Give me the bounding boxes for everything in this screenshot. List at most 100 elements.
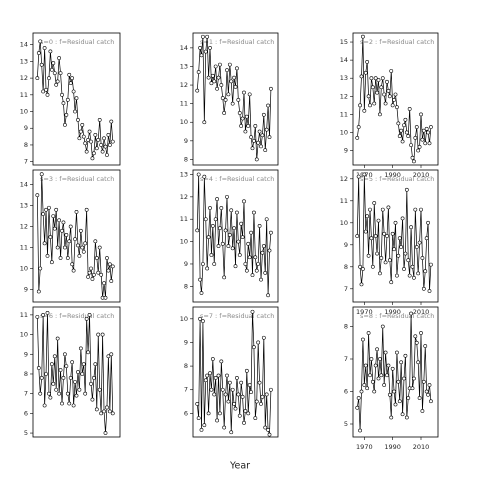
y-tick-label: 10: [180, 315, 188, 323]
panel-title: s=5 : f=Residual catch: [360, 175, 434, 183]
point: [215, 86, 219, 91]
point: [233, 406, 238, 411]
point: [423, 269, 428, 274]
point: [51, 381, 56, 386]
point: [257, 224, 262, 228]
point: [47, 391, 51, 396]
y-tick-label: 9: [344, 147, 348, 155]
panel-frame: [352, 32, 439, 166]
panel-frame: [32, 169, 121, 303]
point: [227, 232, 232, 237]
point: [195, 402, 200, 406]
point: [385, 234, 389, 238]
y-tick-label: 11: [340, 197, 348, 205]
point: [41, 212, 46, 216]
point: [222, 425, 227, 430]
point: [396, 121, 401, 126]
panel-frame: [192, 32, 279, 166]
y-tick-label: 6: [184, 409, 188, 417]
point: [355, 234, 360, 238]
point: [103, 144, 108, 149]
point: [256, 262, 261, 266]
point: [212, 262, 217, 266]
point: [86, 350, 91, 355]
point: [93, 133, 98, 137]
point: [230, 101, 235, 106]
point: [90, 156, 95, 161]
point: [96, 270, 101, 275]
point: [385, 79, 389, 84]
point: [39, 376, 44, 380]
point: [399, 245, 404, 249]
point: [363, 70, 368, 75]
point: [382, 231, 387, 236]
point: [226, 399, 231, 404]
point: [420, 256, 425, 260]
point: [365, 214, 370, 219]
point: [93, 239, 98, 244]
point: [242, 199, 246, 204]
point: [380, 207, 385, 212]
y-tick-label: 11: [180, 100, 188, 108]
point: [387, 94, 392, 99]
point: [97, 387, 102, 392]
point: [246, 411, 251, 416]
point: [366, 331, 371, 335]
point: [402, 267, 406, 271]
point: [252, 210, 256, 215]
point: [375, 251, 379, 256]
point: [96, 138, 101, 142]
point: [355, 405, 360, 410]
point: [230, 246, 235, 251]
point: [359, 74, 364, 79]
point: [109, 119, 114, 124]
point: [263, 148, 268, 153]
y-tick-label: 11: [20, 91, 28, 99]
point: [49, 362, 54, 367]
point: [71, 268, 76, 273]
point: [242, 420, 246, 425]
point: [99, 411, 104, 416]
point: [266, 293, 270, 298]
point: [252, 345, 256, 350]
point: [203, 49, 208, 54]
panel-title: s=7 : f=Residual catch: [200, 312, 274, 320]
point: [61, 376, 66, 380]
point: [103, 431, 108, 435]
point: [209, 81, 214, 86]
y-tick-label: 14: [20, 41, 28, 49]
point: [64, 364, 69, 368]
x-tick-label: 2010: [413, 171, 430, 179]
y-tick-label: 5: [344, 420, 348, 428]
point: [362, 383, 367, 387]
x-tick-label: 1990: [384, 171, 401, 179]
point: [225, 194, 229, 199]
point: [77, 254, 82, 258]
point: [269, 86, 273, 91]
y-tick-label: 10: [180, 118, 188, 126]
point: [413, 135, 418, 140]
point: [395, 105, 399, 110]
point: [38, 39, 43, 44]
point: [196, 70, 201, 74]
series-line: [356, 313, 432, 431]
point: [424, 389, 429, 394]
point: [100, 332, 105, 337]
point: [356, 396, 361, 400]
y-tick-label: 10: [180, 238, 188, 246]
point: [404, 187, 409, 192]
point: [63, 352, 67, 357]
point: [36, 366, 41, 370]
point: [212, 79, 217, 84]
point: [240, 116, 245, 121]
point: [393, 402, 398, 407]
point: [195, 228, 200, 233]
point: [403, 251, 408, 256]
y-tick-label: 7: [24, 390, 28, 398]
point: [423, 344, 428, 348]
y-tick-label: 7: [24, 158, 28, 166]
point: [218, 62, 222, 67]
point: [266, 428, 270, 432]
point: [54, 207, 59, 212]
point: [80, 245, 85, 250]
